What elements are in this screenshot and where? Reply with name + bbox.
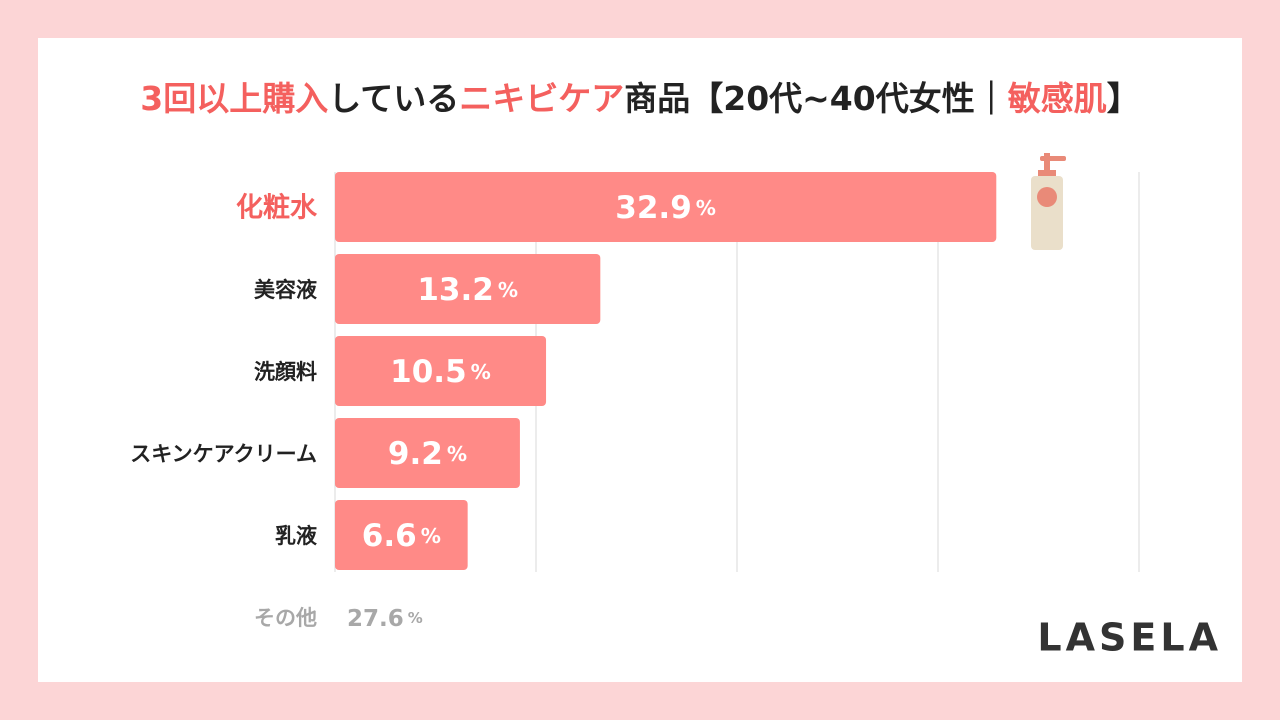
category-label: スキンケアクリーム: [130, 442, 317, 466]
title-part: 敏感肌: [1008, 79, 1107, 118]
value-label: 10.5%: [390, 354, 491, 390]
title-part: 商品【20代~40代女性｜: [624, 79, 1008, 118]
bar: [335, 172, 997, 242]
bar: [335, 418, 520, 488]
other-value: 27.6%: [347, 606, 423, 632]
bottle-icon: [1031, 153, 1066, 250]
bar: [335, 336, 547, 406]
value-label: 9.2%: [388, 436, 467, 472]
category-label: 美容液: [254, 278, 317, 302]
panel: [38, 38, 1242, 682]
value-label: 32.9%: [615, 190, 716, 226]
brand-logo: LASELA: [1037, 616, 1222, 660]
category-label: 洗顔料: [254, 360, 317, 384]
category-label: 乳液: [275, 524, 317, 548]
value-label: 13.2%: [417, 272, 518, 308]
chart-title: 3回以上購入しているニキビケア商品【20代~40代女性｜敏感肌】: [140, 79, 1139, 118]
bar: [335, 500, 468, 570]
value-label: 6.6%: [362, 518, 441, 554]
title-part: 3回以上購入: [140, 79, 328, 118]
other-label: その他: [254, 606, 317, 630]
category-label: 化粧水: [236, 193, 318, 224]
bar: [335, 254, 601, 324]
title-part: ニキビケア: [459, 79, 624, 118]
title-part: 】: [1107, 79, 1140, 118]
title-part: している: [328, 79, 459, 118]
